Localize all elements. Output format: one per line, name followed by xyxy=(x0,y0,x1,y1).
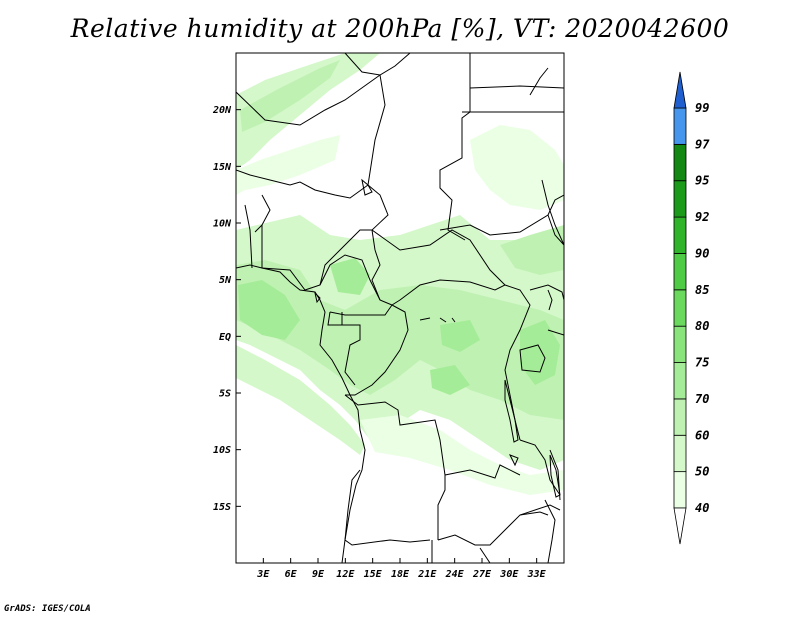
lat-tick-label: 15N xyxy=(213,162,232,173)
colorbar: 40 50 60 70 75 80 85 90 92 95 97 99 xyxy=(673,71,710,545)
lat-tick-label: 5N xyxy=(219,275,232,286)
border-namibia-botswana xyxy=(431,540,491,563)
lakes-congo xyxy=(419,317,456,323)
colorbar-label: 40 xyxy=(695,501,709,515)
lat-tick-label: 20N xyxy=(212,105,232,116)
colorbar-segment xyxy=(673,471,687,509)
lon-tick-label: 21E xyxy=(417,569,437,580)
border-niger-chad xyxy=(367,74,389,251)
colorbar-label: 60 xyxy=(695,428,709,442)
lake-victoria xyxy=(519,344,546,373)
lake-kariba xyxy=(519,511,549,516)
lake-malawi xyxy=(549,454,561,498)
border-sudan-southsudan xyxy=(439,194,564,236)
border-benin-togo xyxy=(244,204,263,269)
lat-tick-label: EQ xyxy=(219,332,231,343)
lon-tick-label: 30E xyxy=(499,569,519,580)
lake-turkana xyxy=(547,289,553,311)
humidity-region-northeast xyxy=(500,225,564,275)
lon-tick-label: 33E xyxy=(527,569,547,580)
border-zambia xyxy=(437,504,561,546)
colorbar-segment xyxy=(673,289,687,327)
colorbar-segment xyxy=(673,180,687,218)
humidity-field xyxy=(236,53,564,495)
humidity-region-horn xyxy=(470,125,564,210)
lake-tanganyika xyxy=(504,379,519,443)
colorbar-segment xyxy=(673,253,687,291)
border-egypt-east xyxy=(469,85,564,89)
humidity-region-congo-a xyxy=(330,258,370,295)
humidity-region-sw-band xyxy=(236,345,365,455)
colorbar-label: 90 xyxy=(695,246,709,260)
lon-tick-label: 12E xyxy=(336,569,355,580)
border-congo-gabon xyxy=(327,311,361,386)
colorbar-label: 70 xyxy=(695,392,709,406)
colorbar-segment xyxy=(673,362,687,400)
coast-west-africa xyxy=(236,264,366,563)
colorbar-min-arrow xyxy=(673,507,687,545)
humidity-region-gulf xyxy=(238,280,300,340)
map-title: Relative humidity at 200hPa [%], VT: 202… xyxy=(70,14,730,43)
longitude-axis: 3E 6E 9E 12E 15E 18E 21E 24E 27E 30E 33E xyxy=(256,558,547,580)
coast-bioko xyxy=(314,291,321,304)
colorbar-segment xyxy=(673,398,687,436)
humidity-region-south xyxy=(360,415,564,495)
lon-tick-label: 9E xyxy=(312,569,325,580)
lon-tick-label: 3E xyxy=(256,569,270,580)
colorbar-label: 95 xyxy=(695,174,709,188)
humidity-region-nw-streak xyxy=(236,53,380,170)
credit-text: GrADS: IGES/COLA xyxy=(4,604,91,614)
colorbar-segment xyxy=(673,325,687,363)
border-angola-zambia xyxy=(437,475,446,540)
border-angola-namibia xyxy=(344,469,431,546)
border-uganda-kenya xyxy=(529,284,564,336)
colorbar-label: 97 xyxy=(695,137,710,151)
colorbar-label: 85 xyxy=(695,283,709,297)
colorbar-segment xyxy=(673,107,687,145)
colorbar-segment xyxy=(673,143,687,182)
humidity-region-congo-c xyxy=(440,320,480,352)
humidity-region-nw-band xyxy=(236,135,340,195)
coast-red-sea xyxy=(529,67,564,246)
latitude-axis: 20N 15N 10N 5N EQ 5S 10S 15S xyxy=(212,105,241,513)
border-mozambique xyxy=(544,499,556,563)
colorbar-label: 92 xyxy=(695,210,709,224)
lon-tick-label: 6E xyxy=(285,569,298,580)
border-drc-angola xyxy=(344,394,521,479)
colorbar-label: 80 xyxy=(695,319,709,333)
border-congo-drc xyxy=(345,304,409,396)
lon-tick-label: 27E xyxy=(472,569,492,580)
coastlines xyxy=(236,67,564,563)
colorbar-max-arrow xyxy=(673,71,687,109)
border-chad-car xyxy=(371,249,381,301)
lon-tick-label: 18E xyxy=(391,569,410,580)
colorbar-label: 99 xyxy=(695,101,709,115)
border-mali-niger xyxy=(236,74,381,126)
colorbar-label: 50 xyxy=(695,465,709,479)
lat-tick-label: 10S xyxy=(213,445,231,456)
border-nigeria xyxy=(261,194,372,291)
lat-tick-label: 15S xyxy=(213,502,231,513)
colorbar-segment xyxy=(673,434,687,473)
country-borders xyxy=(236,53,564,563)
colorbar-segment xyxy=(673,216,687,254)
lon-tick-label: 15E xyxy=(364,569,383,580)
humidity-region-nw-core xyxy=(240,60,340,132)
border-mali-burkina xyxy=(236,169,369,199)
lake-chad xyxy=(361,178,373,196)
border-ethiopia xyxy=(547,214,564,246)
border-libya-egypt-sudan xyxy=(439,53,471,241)
colorbar-label: 75 xyxy=(695,356,709,370)
lat-tick-label: 10N xyxy=(213,219,232,230)
lake-mweru xyxy=(508,454,519,467)
lat-tick-label: 5S xyxy=(219,389,231,400)
humidity-region-congo-b xyxy=(430,365,470,395)
lon-tick-label: 24E xyxy=(445,569,465,580)
humidity-region-east xyxy=(520,320,560,385)
